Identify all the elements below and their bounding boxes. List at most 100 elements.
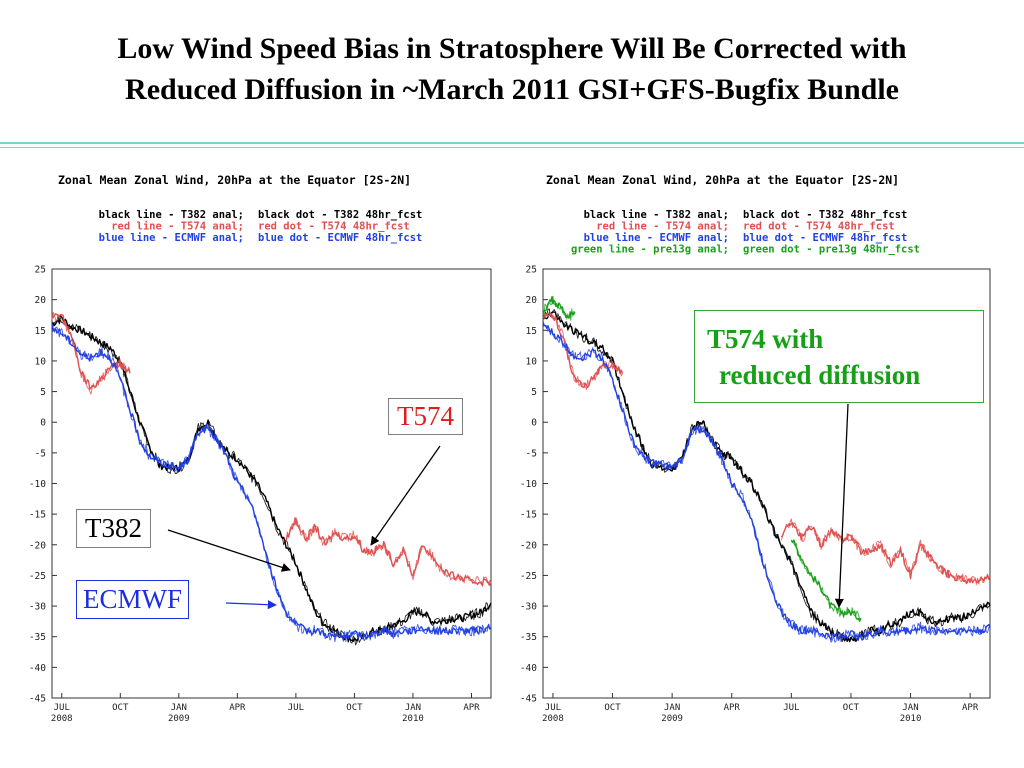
legend-dot-label: red dot - T574 48hr_fcst (258, 221, 410, 233)
x-tick-label: JAN (902, 703, 918, 713)
legend-line-label: red line - T574 anal; (596, 221, 729, 233)
x-tick-year-label: 2009 (661, 714, 683, 724)
y-tick-label: -35 (520, 632, 537, 643)
legend-dot-label: blue dot - ECMWF 48hr_fcst (258, 232, 422, 244)
y-tick-label: 5 (531, 387, 537, 398)
t574-label: T574 (388, 398, 463, 435)
x-tick-year-label: 2010 (402, 714, 424, 724)
series-line-black (542, 311, 991, 643)
x-tick-label: OCT (112, 703, 129, 713)
slide-title: Low Wind Speed Bias in Stratosphere Will… (0, 28, 1024, 110)
x-tick-label: JUL (54, 703, 70, 713)
y-tick-label: 10 (35, 356, 47, 367)
series-line-red (780, 522, 991, 585)
legend-dot-label: blue dot - ECMWF 48hr_fcst (743, 232, 907, 244)
t574-reduced-diffusion-label: T574 with reduced diffusion (694, 310, 984, 403)
x-tick-year-label: 2009 (168, 714, 190, 724)
x-tick-label: JUL (288, 703, 304, 713)
legend-dot-label: black dot - T382 48hr_fcst (258, 209, 422, 221)
y-tick-label: -40 (520, 663, 537, 674)
x-tick-label: JAN (405, 703, 421, 713)
y-tick-label: -10 (29, 479, 46, 490)
x-tick-label: JAN (664, 703, 680, 713)
t574-reduced-diffusion-line-2: reduced diffusion (719, 360, 921, 390)
series-line-red (285, 517, 492, 586)
y-tick-label: -30 (29, 602, 46, 613)
x-tick-year-label: 2008 (542, 714, 564, 724)
slide-title-line-1: Low Wind Speed Bias in Stratosphere Will… (117, 32, 907, 65)
y-tick-label: -15 (29, 510, 46, 521)
chart-right: Zonal Mean Zonal Wind, 20hPa at the Equa… (520, 173, 991, 724)
y-tick-label: 15 (526, 326, 537, 337)
series-line-red (780, 518, 991, 586)
legend-line-label: blue line - ECMWF anal; (584, 232, 729, 244)
y-tick-label: -30 (520, 602, 537, 613)
x-tick-year-label: 2010 (900, 714, 922, 724)
chart-left: Zonal Mean Zonal Wind, 20hPa at the Equa… (29, 173, 492, 724)
chart-title: Zonal Mean Zonal Wind, 20hPa at the Equa… (58, 173, 411, 187)
legend-line-label: black line - T382 anal; (99, 209, 244, 221)
series-line-blue (543, 324, 990, 643)
y-tick-label: -35 (29, 632, 46, 643)
legend-dot-label: red dot - T574 48hr_fcst (743, 221, 895, 233)
series-line-red (542, 312, 624, 389)
series-line-blue (51, 326, 492, 643)
y-tick-label: 20 (35, 295, 47, 306)
x-tick-label: APR (229, 703, 246, 713)
y-tick-label: -45 (520, 694, 537, 705)
x-tick-label: OCT (604, 703, 621, 713)
series-line-green (791, 541, 862, 620)
y-tick-label: 20 (526, 295, 538, 306)
series-line-red (285, 517, 492, 587)
ecmwf-label: ECMWF (76, 580, 190, 619)
legend-line-label: blue line - ECMWF anal; (99, 232, 244, 244)
t574-arrow (370, 445, 441, 546)
slide-title-line-2: Reduced Diffusion in ~March 2011 GSI+GFS… (125, 73, 899, 106)
y-tick-label: -20 (29, 540, 46, 551)
y-tick-label: -45 (29, 694, 46, 705)
title-divider-thick (0, 142, 1024, 144)
x-tick-label: OCT (346, 703, 363, 713)
x-tick-label: APR (724, 703, 741, 713)
series-line-blue (51, 323, 492, 640)
x-tick-label: JUL (545, 703, 561, 713)
y-tick-label: -25 (520, 571, 537, 582)
y-tick-label: -40 (29, 663, 46, 674)
x-tick-label: JUL (783, 703, 799, 713)
chart-title: Zonal Mean Zonal Wind, 20hPa at the Equa… (546, 173, 899, 187)
y-tick-label: -5 (35, 448, 46, 459)
legend-line-label: red line - T574 anal; (111, 221, 244, 233)
series-line-black (51, 314, 492, 646)
series-line-red (51, 312, 131, 395)
y-tick-label: -5 (526, 448, 537, 459)
y-tick-label: -15 (520, 510, 537, 521)
y-tick-label: 25 (526, 265, 537, 276)
y-tick-label: -25 (29, 571, 46, 582)
x-tick-label: APR (962, 703, 979, 713)
legend-line-label: green line - pre13g anal; (571, 244, 729, 256)
y-tick-label: 25 (35, 265, 46, 276)
x-tick-label: JAN (171, 703, 187, 713)
y-tick-label: 10 (526, 356, 538, 367)
t574-reduced-diffusion-line-1: T574 with (707, 324, 824, 354)
y-tick-label: 15 (35, 326, 46, 337)
y-tick-label: 5 (40, 387, 46, 398)
series-line-black (542, 308, 991, 643)
x-tick-year-label: 2008 (51, 714, 73, 724)
y-tick-label: -10 (520, 479, 537, 490)
series-line-green (542, 296, 576, 319)
series-line-red (542, 312, 623, 391)
t382-label: T382 (76, 509, 151, 548)
y-tick-label: -20 (520, 540, 537, 551)
y-tick-label: 0 (531, 418, 537, 429)
ecmwf-arrow (225, 600, 277, 610)
legend-line-label: black line - T382 anal; (584, 209, 729, 221)
y-tick-label: 0 (40, 418, 46, 429)
legend-dot-label: green dot - pre13g 48hr_fcst (743, 244, 920, 256)
x-tick-label: OCT (843, 703, 860, 713)
series-line-green (542, 295, 575, 321)
x-tick-label: APR (463, 703, 480, 713)
legend-dot-label: black dot - T382 48hr_fcst (743, 209, 907, 221)
t382-arrow (167, 529, 291, 572)
